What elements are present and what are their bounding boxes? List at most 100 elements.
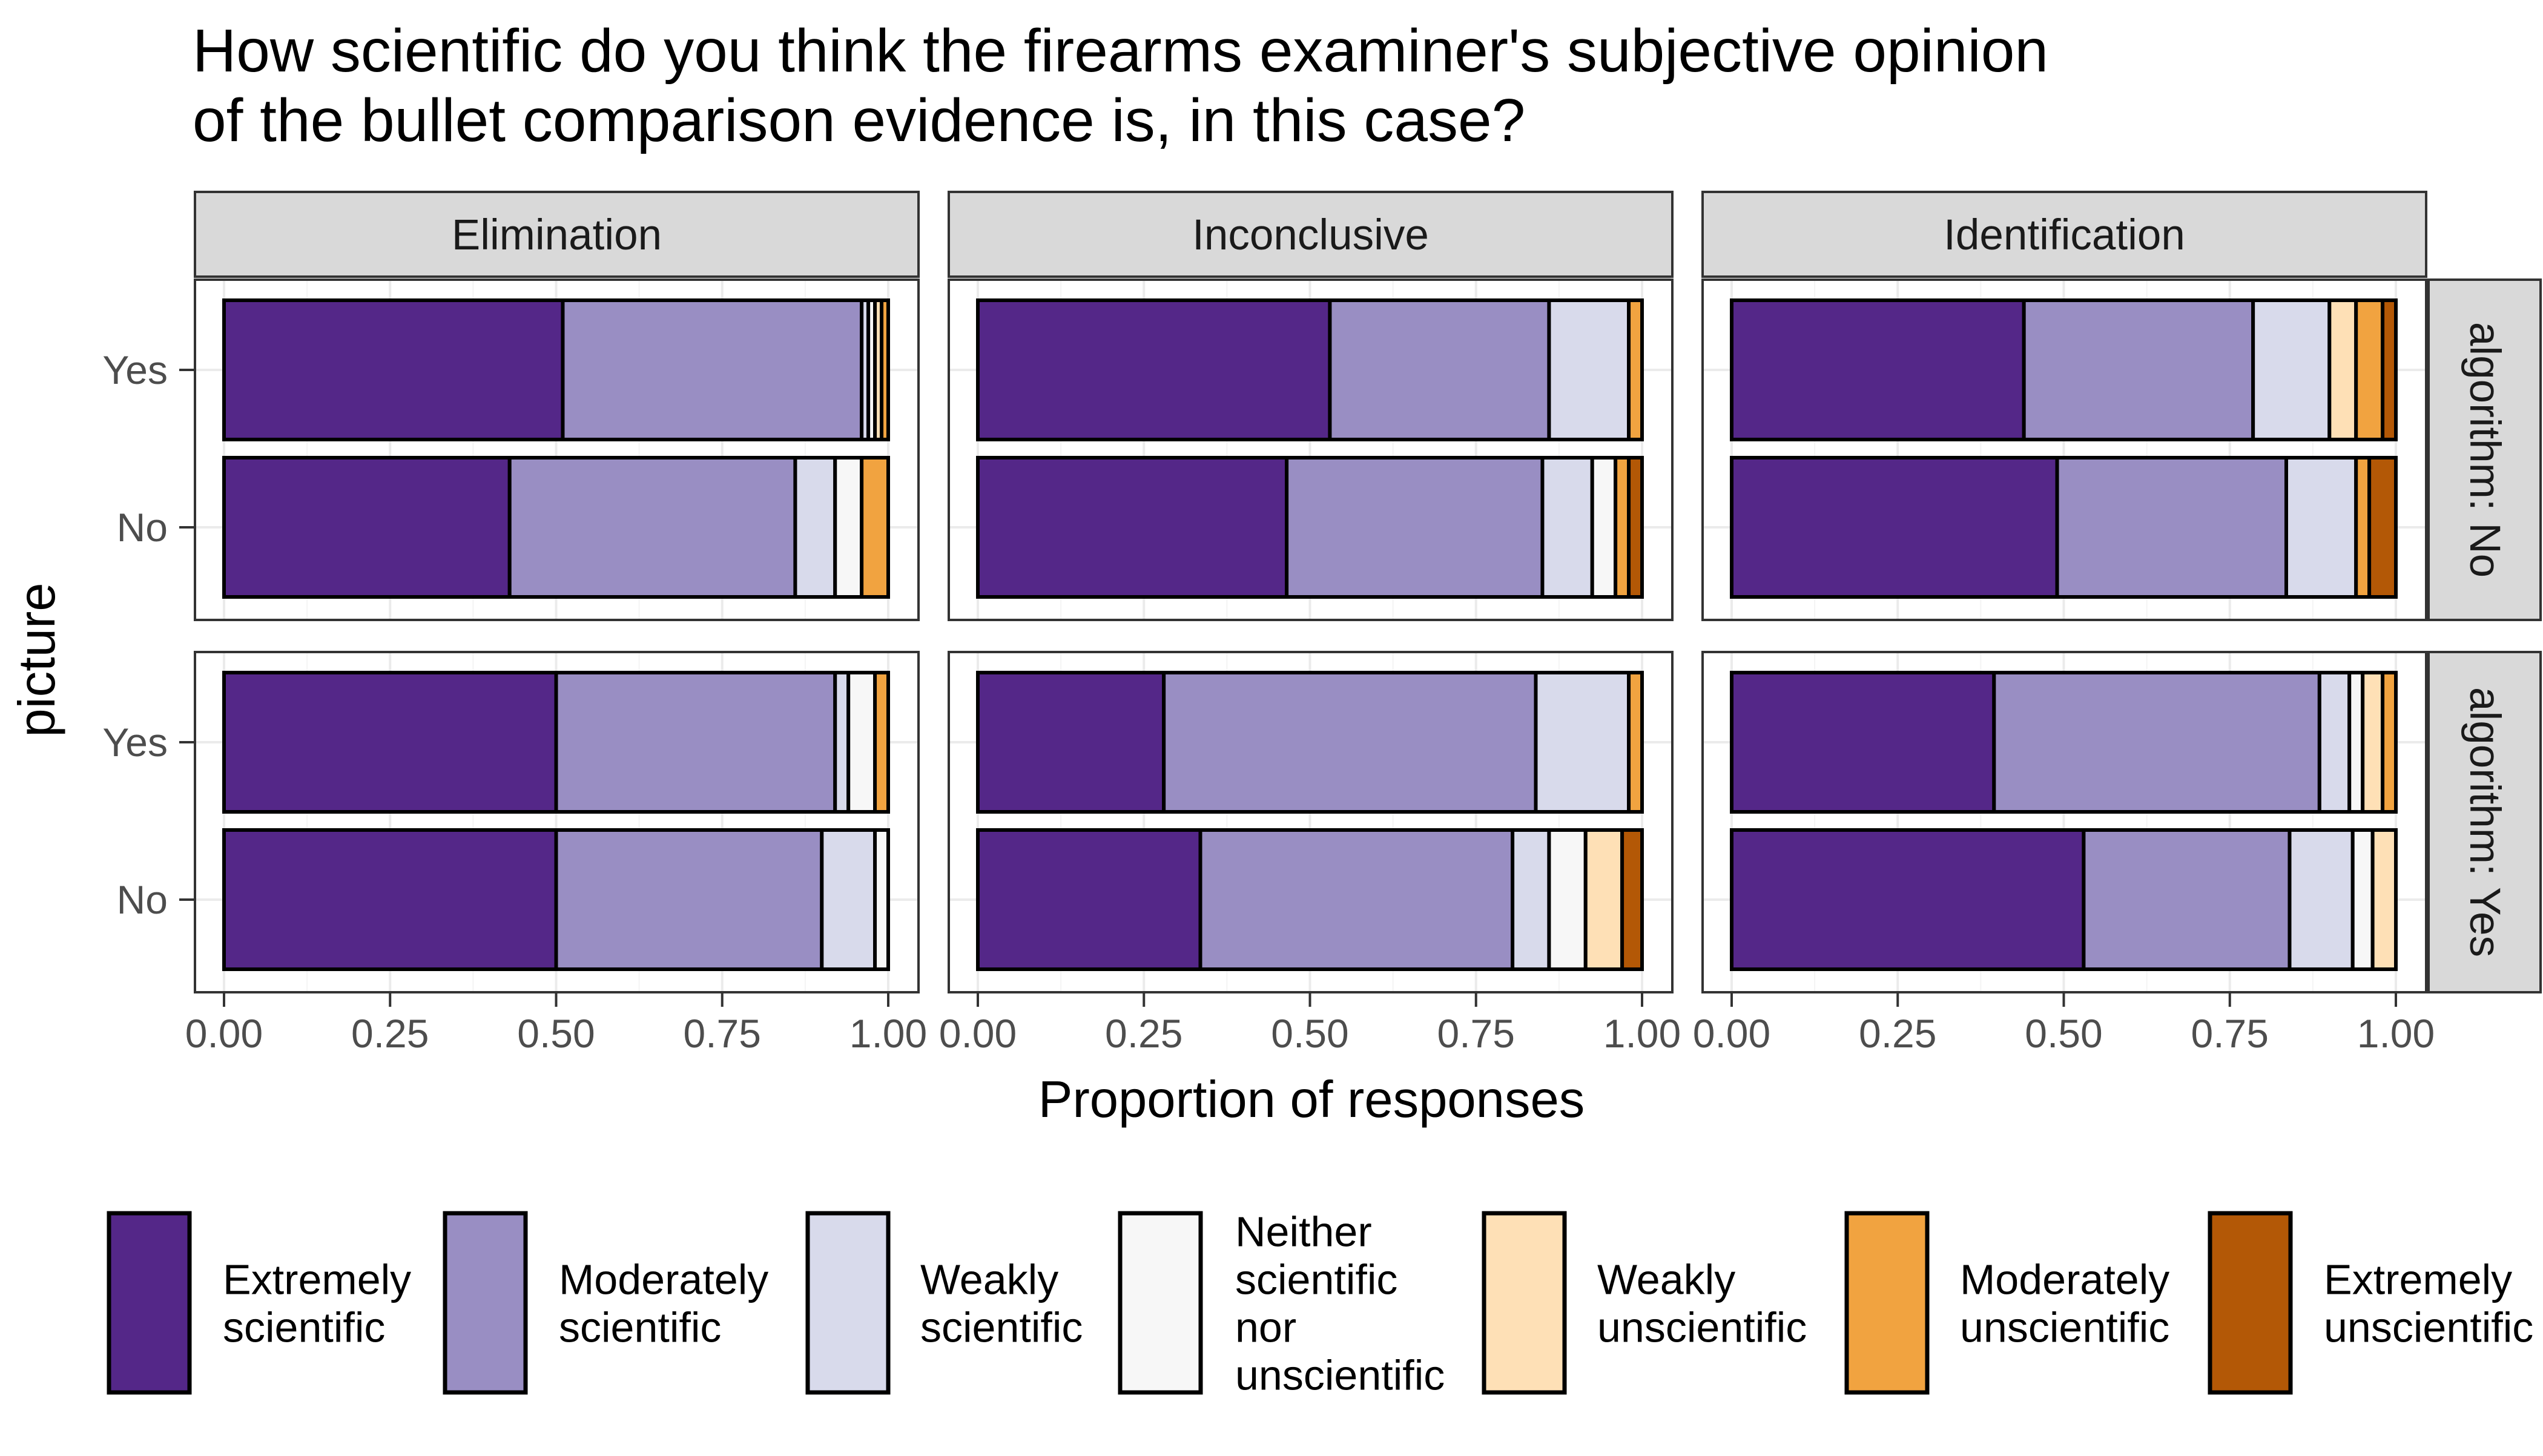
panel-border xyxy=(948,278,1674,621)
bar-segment xyxy=(1730,828,2086,971)
x-axis-title: Proportion of responses xyxy=(1038,1071,1585,1128)
bar-segment xyxy=(846,671,877,814)
bar-segment xyxy=(222,298,565,441)
bar-segment xyxy=(860,456,890,599)
chart-title-line: How scientific do you think the firearms… xyxy=(193,17,2048,85)
panel-border xyxy=(194,278,920,621)
row-strip-0 xyxy=(2427,278,2542,621)
bar-segment xyxy=(561,298,864,441)
x-tick-label: 0.00 xyxy=(939,1011,1017,1056)
legend-label: unscientific xyxy=(1235,1352,1445,1399)
bar-segment xyxy=(1547,828,1588,971)
legend-label: Extremely xyxy=(223,1256,411,1303)
facet-panel xyxy=(948,651,1674,993)
bar-segment xyxy=(880,298,891,441)
x-tick-label: 1.00 xyxy=(2357,1011,2435,1056)
x-tick-label: 0.75 xyxy=(2191,1011,2269,1056)
x-tick-label: 0.50 xyxy=(517,1011,595,1056)
bar-segment xyxy=(507,456,797,599)
bar-segment xyxy=(2317,671,2352,814)
bar-segment xyxy=(2354,456,2372,599)
bar-segment xyxy=(2287,828,2355,971)
bar-segment xyxy=(2361,671,2385,814)
bar-segment xyxy=(2350,828,2375,971)
bar-segment xyxy=(976,828,1202,971)
bar-segment xyxy=(1583,828,1624,971)
bar-segment xyxy=(2367,456,2398,599)
legend-label: nor xyxy=(1235,1304,1296,1351)
bar-segment xyxy=(2082,828,2292,971)
bar-segment xyxy=(1614,456,1631,599)
bar-segment xyxy=(1198,828,1515,971)
facet-panel xyxy=(1701,651,2427,993)
x-tick-label: 0.00 xyxy=(1693,1011,1770,1056)
legend-swatch xyxy=(2208,1211,2293,1395)
facet-strip-inconclusive xyxy=(948,191,1674,278)
bar-segment xyxy=(833,456,864,599)
row-strip-label: algorithm: Yes xyxy=(2461,687,2508,957)
bar-segment xyxy=(1540,456,1594,599)
legend-label: scientific xyxy=(559,1304,721,1351)
bar-segment xyxy=(976,298,1332,441)
bar-segment xyxy=(1627,671,1644,814)
bar-segment xyxy=(820,828,877,971)
bar-segment xyxy=(873,828,891,971)
bar-segment xyxy=(1285,456,1545,599)
y-axis-title: picture xyxy=(8,582,66,737)
bar-segment xyxy=(2347,671,2365,814)
facet-strip-label: Inconclusive xyxy=(1192,211,1429,259)
x-tick-label: 1.00 xyxy=(849,1011,927,1056)
y-tick-label: No xyxy=(117,505,168,550)
legend-swatch xyxy=(443,1211,528,1395)
legend-label: Moderately xyxy=(1960,1256,2169,1303)
legend-label: Moderately xyxy=(559,1256,768,1303)
facet-strip-elimination xyxy=(194,191,920,278)
bar-segment xyxy=(1162,671,1538,814)
bar-segment xyxy=(1627,456,1644,599)
legend-swatch xyxy=(805,1211,891,1395)
facet-panel xyxy=(194,651,920,993)
facet-panel xyxy=(948,278,1674,621)
chart-title-line: of the bullet comparison evidence is, in… xyxy=(193,87,1525,154)
x-tick-label: 0.75 xyxy=(684,1011,761,1056)
bar-segment xyxy=(976,456,1289,599)
legend-label: scientific xyxy=(1235,1256,1397,1303)
bar-segment xyxy=(222,456,512,599)
facet-panel xyxy=(194,278,920,621)
bar-segment xyxy=(222,828,558,971)
bar-segment xyxy=(554,671,837,814)
bar-segment xyxy=(1627,298,1644,441)
x-tick-label: 0.25 xyxy=(351,1011,429,1056)
legend-label: scientific xyxy=(920,1304,1083,1351)
bar-segment xyxy=(2370,828,2398,971)
bar-segment xyxy=(2327,298,2358,441)
bar-segment xyxy=(2354,298,2385,441)
y-tick-label: Yes xyxy=(102,348,168,392)
bar-segment xyxy=(554,828,824,971)
bar-segment xyxy=(1730,456,2059,599)
bar-segment xyxy=(2284,456,2358,599)
bar-segment xyxy=(1534,671,1631,814)
bar-segment xyxy=(1328,298,1551,441)
x-tick-label: 0.50 xyxy=(2025,1011,2102,1056)
legend-label: Neither xyxy=(1235,1208,1372,1256)
legend-label: unscientific xyxy=(2324,1304,2533,1351)
legend-label: Weakly xyxy=(920,1256,1058,1303)
bar-segment xyxy=(2022,298,2255,441)
facet-strip-label: Identification xyxy=(1944,211,2185,259)
legend-swatch xyxy=(107,1211,192,1395)
x-tick-label: 0.25 xyxy=(1105,1011,1182,1056)
row-strip-1 xyxy=(2427,651,2542,993)
bar-segment xyxy=(1730,671,1996,814)
legend-swatch xyxy=(1118,1211,1203,1395)
facet-strip-identification xyxy=(1701,191,2427,278)
y-tick-label: Yes xyxy=(102,720,168,765)
y-tick-label: No xyxy=(117,877,168,922)
